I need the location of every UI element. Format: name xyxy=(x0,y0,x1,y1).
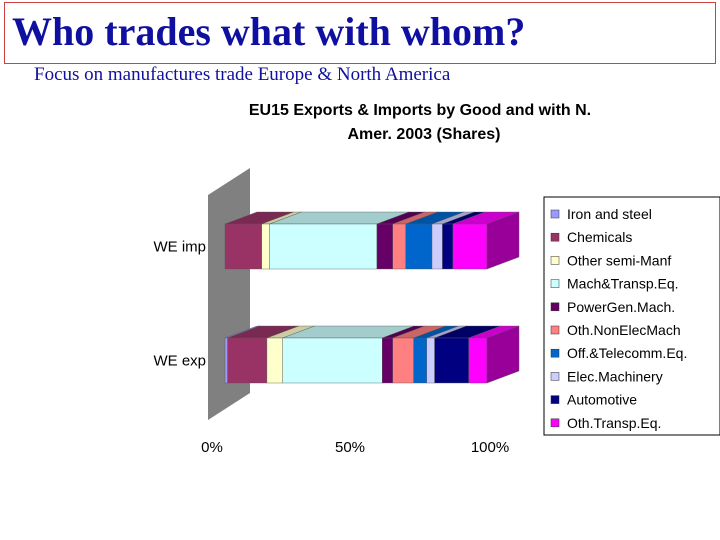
legend-label: Off.&Telecomm.Eq. xyxy=(567,345,687,361)
legend-label: Oth.NonElecMach xyxy=(567,322,681,338)
bar-segment-front xyxy=(224,223,262,270)
legend-label: Oth.Transp.Eq. xyxy=(567,415,661,431)
category-label: WE imp xyxy=(154,239,207,256)
bar-segment xyxy=(405,211,465,270)
bar-segment xyxy=(468,325,520,384)
bar-segment-front xyxy=(376,223,393,270)
x-axis-ticks: 0% 50% 100% xyxy=(201,439,509,456)
legend-box xyxy=(543,196,720,436)
bar-segment-front xyxy=(405,223,433,270)
bar-segment-front xyxy=(392,337,414,384)
chart-title-line-2: Amer. 2003 (Shares) xyxy=(348,126,501,143)
bar-segment-front xyxy=(426,337,435,384)
legend-swatch xyxy=(550,302,560,312)
bar-segment xyxy=(413,325,459,384)
legend: Iron and steel Chemicals Other semi-Manf Ma… xyxy=(543,196,720,436)
legend-label: Automotive xyxy=(567,392,637,408)
bar-end-side xyxy=(486,325,520,384)
legend-swatch xyxy=(550,209,560,219)
bar-segment-front xyxy=(431,223,443,270)
category-labels: WE exp WE imp xyxy=(153,239,206,370)
slide-title: Who trades what with whom? xyxy=(12,9,526,54)
bar-segment-front xyxy=(224,337,228,384)
bar-segment xyxy=(434,325,501,384)
legend-swatch xyxy=(550,418,560,428)
bar-segment-front xyxy=(266,337,283,384)
legend-label: Elec.Machinery xyxy=(567,368,663,384)
legend-label: Other semi-Manf xyxy=(567,252,671,268)
x-tick-label: 50% xyxy=(335,439,365,456)
legend-swatch xyxy=(550,256,560,265)
bar-segment xyxy=(282,325,415,384)
legend-label: PowerGen.Mach. xyxy=(567,299,675,315)
legend-swatch xyxy=(550,395,560,404)
legend-swatch xyxy=(550,372,560,381)
bar-end-side xyxy=(486,211,520,270)
bar-segment-front xyxy=(468,337,488,384)
bar-segment xyxy=(392,211,438,270)
bar-segment-front xyxy=(392,223,406,270)
bar-segment xyxy=(224,211,294,270)
legend-swatch xyxy=(550,348,560,358)
legend-swatch xyxy=(550,325,560,335)
bar-segment-front xyxy=(269,223,378,270)
category-label: WE exp xyxy=(153,353,206,370)
bar-segment-front xyxy=(442,223,454,270)
bar-segment-front xyxy=(413,337,427,384)
bars-group xyxy=(224,211,520,384)
bar-segment-front xyxy=(227,337,268,384)
bar-segment xyxy=(227,325,299,384)
slide-subtitle: Focus on manufactures trade Europe & Nor… xyxy=(34,64,451,85)
bar-segment-front xyxy=(261,223,270,270)
legend-label: Iron and steel xyxy=(567,206,652,222)
bar-segment-front xyxy=(382,337,393,384)
legend-label: Mach&Transp.Eq. xyxy=(567,276,679,292)
chart-title-line-1: EU15 Exports & Imports by Good and with … xyxy=(249,102,591,119)
bar-segment-front xyxy=(434,337,469,384)
bar-segment xyxy=(452,211,520,270)
bar-segment xyxy=(426,325,467,384)
x-tick-label: 100% xyxy=(471,439,509,456)
bar-segment-front xyxy=(452,223,488,270)
legend-label: Chemicals xyxy=(567,229,632,245)
legend-swatch xyxy=(550,279,560,288)
bar-segment-front xyxy=(282,337,383,384)
bar-segment xyxy=(269,211,410,270)
x-tick-label: 0% xyxy=(201,439,223,456)
title-box xyxy=(4,2,716,64)
legend-swatch xyxy=(550,232,560,242)
